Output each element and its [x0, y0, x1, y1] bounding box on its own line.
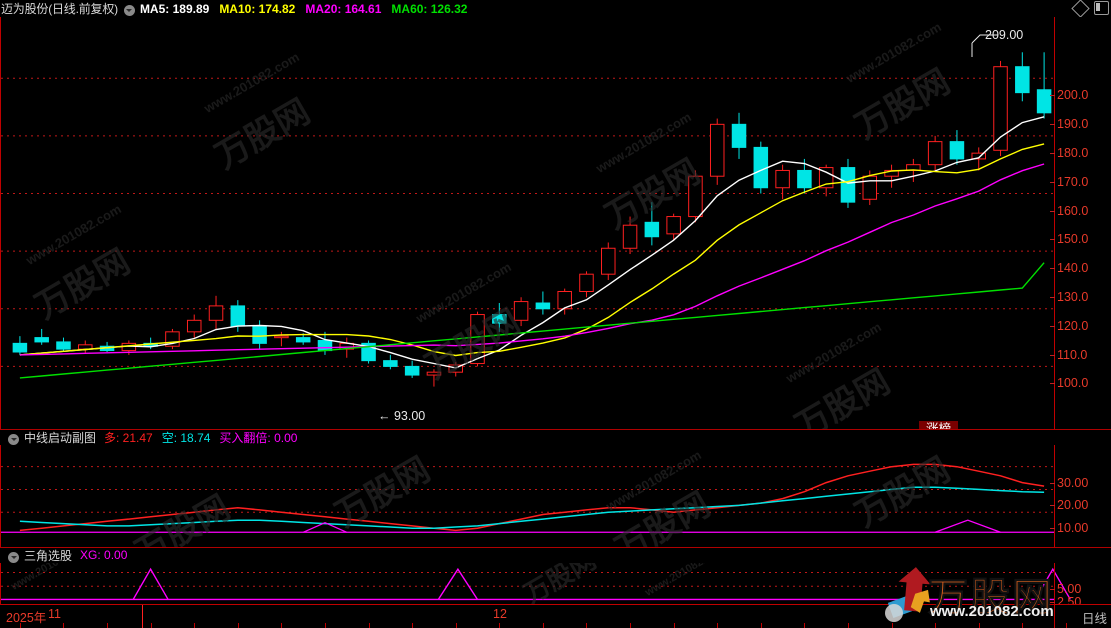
- right-axis-line: [1054, 17, 1055, 429]
- chevron-down-circle-icon[interactable]: [8, 433, 19, 445]
- right-axis-line: [1054, 563, 1055, 604]
- date-tick: [586, 623, 587, 628]
- date-cursor: [142, 605, 143, 628]
- date-tick: [238, 623, 239, 628]
- price-axis-tick-label: 120.0: [1057, 318, 1089, 333]
- left-axis-line: [0, 563, 1, 604]
- price-axis-tick-label: 200.0: [1057, 88, 1089, 103]
- candlestick-plot: [1, 34, 1055, 387]
- date-axis-label: 11: [48, 607, 61, 621]
- mid-axis-tick-label: 30.00: [1057, 475, 1089, 490]
- chevron-down-circle-icon[interactable]: [123, 5, 135, 16]
- diamond-icon[interactable]: [1071, 0, 1090, 17]
- low-panel-title[interactable]: 三角选股: [24, 548, 73, 563]
- mid-axis-tick-label: 10.00: [1057, 521, 1089, 536]
- indicator-field: 买入翻倍: 0.00: [219, 430, 298, 445]
- date-tick: [20, 623, 21, 628]
- indicator-field: 多: 21.47: [104, 430, 153, 445]
- price-axis-tick-label: 100.0: [1057, 376, 1089, 391]
- date-tick: [281, 623, 282, 628]
- price-axis-tick-label: 130.0: [1057, 289, 1089, 304]
- date-tick: [543, 623, 544, 628]
- low-axis-tick-label: 2.50: [1057, 595, 1082, 604]
- ma60-legend: MA60: 126.32: [391, 1, 468, 16]
- mid-panel-header: 中线启动副图 多: 21.47 空: 18.74 买入翻倍: 0.00: [0, 429, 306, 445]
- mid-indicator-panel[interactable]: 中线启动副图 多: 21.47 空: 18.74 买入翻倍: 0.00 万股网 万股…: [0, 429, 1111, 547]
- layout-panel-icon[interactable]: [1094, 1, 1109, 15]
- date-axis-label: 12: [493, 607, 507, 621]
- date-tick: [761, 623, 762, 628]
- date-tick: [1022, 623, 1023, 628]
- left-axis-line: [0, 17, 1, 429]
- price-axis-tick-label: 140.0: [1057, 261, 1089, 276]
- panel-divider: [0, 429, 1111, 430]
- high-price-callout: 209.00: [985, 28, 1024, 42]
- date-tick: [674, 623, 675, 628]
- date-tick: [369, 623, 370, 628]
- mid-panel-title[interactable]: 中线启动副图: [24, 430, 97, 445]
- date-tick: [935, 623, 936, 628]
- low-axis-tick-label: 5.00: [1057, 581, 1082, 596]
- low-panel-header: 三角选股 XG: 0.00: [0, 547, 136, 563]
- date-tick: [804, 623, 805, 628]
- date-tick: [1066, 623, 1067, 628]
- period-indicator[interactable]: 日线: [1054, 605, 1111, 628]
- date-tick: [717, 623, 718, 628]
- indicator-field: XG: 0.00: [80, 548, 128, 562]
- chevron-down-circle-icon[interactable]: [8, 551, 19, 563]
- right-axis-line: [1054, 445, 1055, 547]
- price-axis-tick-label: 160.0: [1057, 203, 1089, 218]
- low-indicator-panel[interactable]: 三角选股 XG: 0.00 www.201082.com 万股网 www.201…: [0, 547, 1111, 604]
- date-tick: [412, 623, 413, 628]
- period-label: 日线: [1081, 612, 1107, 626]
- date-tick: [892, 623, 893, 628]
- stock-name-label[interactable]: 迈为股份(日线.前复权): [1, 2, 118, 16]
- ma5-legend: MA5: 189.89: [139, 1, 210, 16]
- low-price-callout: ← 93.00: [378, 409, 426, 423]
- date-tick: [194, 623, 195, 628]
- price-axis-tick-label: 170.0: [1057, 174, 1089, 189]
- panel-divider: [0, 547, 1111, 548]
- date-axis-label: 2025年: [6, 611, 47, 625]
- date-tick: [325, 623, 326, 628]
- date-tick: [456, 623, 457, 628]
- ma10-legend: MA10: 174.82: [219, 1, 296, 16]
- ma20-legend: MA20: 164.61: [305, 1, 382, 16]
- chart-title-bar: 迈为股份(日线.前复权) MA5: 189.89 MA10: 174.82 MA…: [0, 0, 1111, 17]
- price-axis-tick-label: 190.0: [1057, 117, 1089, 132]
- date-tick: [107, 623, 108, 628]
- price-chart-panel[interactable]: 万股网 www.201082.com 万股网 www.201082.com 万股…: [0, 17, 1111, 429]
- mid-indicator-plot: [1, 463, 1055, 533]
- mid-axis-tick-label: 20.00: [1057, 498, 1089, 513]
- status-badge[interactable]: 涨榜: [919, 421, 959, 429]
- date-tick: [499, 623, 500, 628]
- left-axis-line: [0, 445, 1, 547]
- indicator-field: 空: 18.74: [161, 430, 211, 445]
- date-tick: [979, 623, 980, 628]
- low-indicator-plot: [1, 567, 1071, 601]
- date-tick: [630, 623, 631, 628]
- date-tick: [63, 623, 64, 628]
- date-tick: [848, 623, 849, 628]
- date-axis[interactable]: 2025年 11 12 日线: [0, 604, 1111, 628]
- price-axis-tick-label: 180.0: [1057, 145, 1089, 160]
- price-axis-tick-label: 150.0: [1057, 232, 1089, 247]
- price-axis-tick-label: 110.0: [1057, 347, 1088, 362]
- date-tick: [151, 623, 152, 628]
